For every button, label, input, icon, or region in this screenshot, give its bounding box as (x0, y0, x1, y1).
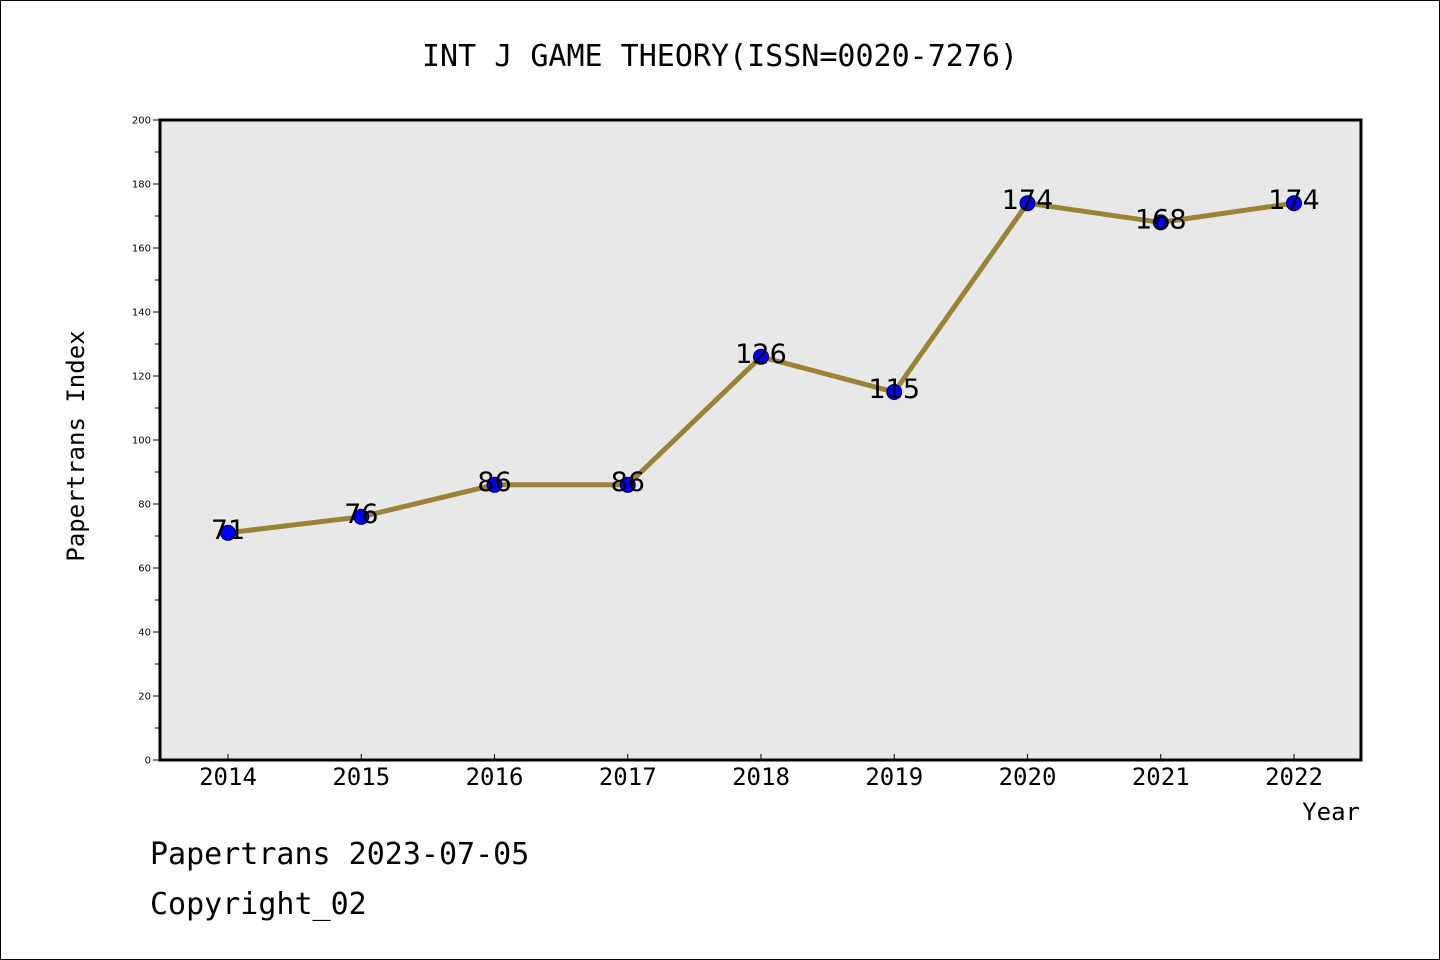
y-tick-label: 40 (138, 628, 151, 639)
x-tick-label: 2020 (999, 763, 1057, 791)
x-axis: 2014 2015 2016 2017 2018 2019 2020 2021 2022 (199, 754, 1323, 791)
footer-source: Papertrans 2023-07-05 (150, 837, 529, 872)
data-point (353, 508, 370, 525)
data-point (753, 348, 769, 365)
data-point (1152, 214, 1169, 231)
data-label: 76 (344, 499, 378, 530)
data-label: 115 (868, 374, 920, 405)
data-label: 71 (211, 515, 245, 546)
footer-copyright: Copyright_02 (150, 887, 367, 922)
data-point (886, 384, 903, 400)
chart-title: INT J GAME THEORY(ISSN=0020-7276) (422, 39, 1018, 74)
data-label: 126 (735, 339, 787, 370)
x-tick-label: 2017 (599, 763, 657, 791)
x-tick-label: 2015 (332, 763, 390, 791)
x-tick-label: 2022 (1265, 763, 1323, 791)
x-tick-label: 2016 (466, 763, 524, 791)
data-point (486, 476, 503, 493)
data-point (1019, 195, 1036, 212)
y-tick-label: 100 (132, 436, 151, 447)
y-axis: 0 20 40 60 80 100 120 140 160 180 200 (132, 116, 160, 767)
y-tick-label: 140 (132, 308, 151, 319)
data-label: 86 (477, 467, 511, 498)
y-tick-label: 200 (132, 116, 151, 127)
y-tick-label: 80 (138, 500, 151, 511)
y-tick-label: 120 (132, 372, 151, 383)
data-point (619, 476, 636, 493)
data-label: 168 (1135, 204, 1187, 235)
data-labels: 71 76 86 86 126 115 174 168 174 (211, 185, 1320, 546)
y-tick-label: 160 (132, 244, 151, 255)
data-label: 174 (1002, 185, 1054, 216)
x-tick-label: 2019 (865, 763, 923, 791)
x-tick-label: 2014 (199, 763, 257, 791)
y-tick-label: 180 (132, 180, 151, 191)
data-point (220, 524, 236, 541)
y-axis-label: Papertrans Index (62, 330, 90, 561)
x-tick-label: 2021 (1132, 763, 1190, 791)
data-point (1286, 195, 1302, 212)
y-tick-label: 60 (138, 564, 151, 575)
data-label: 174 (1268, 185, 1320, 216)
y-tick-label: 20 (138, 692, 151, 703)
y-tick-label: 0 (145, 756, 151, 767)
x-tick-label: 2018 (732, 763, 790, 791)
data-markers (220, 195, 1302, 541)
data-label: 86 (611, 467, 645, 498)
x-axis-label: Year (1302, 798, 1360, 826)
